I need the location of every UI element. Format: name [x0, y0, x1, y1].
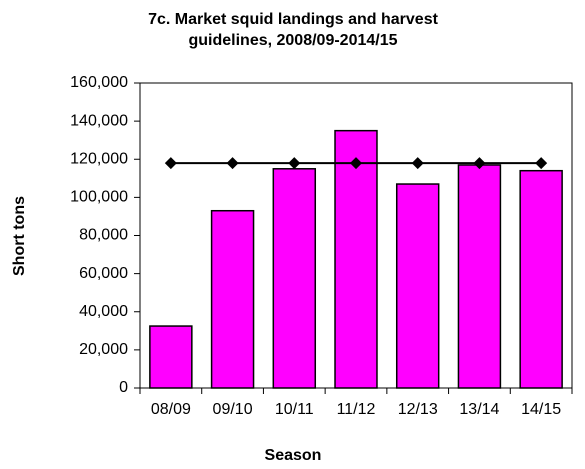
marker: [226, 157, 239, 170]
bar: [149, 325, 193, 389]
bar: [457, 164, 502, 389]
bar: [395, 183, 440, 389]
bar: [519, 169, 563, 389]
x-tick-label: 11/12: [337, 401, 376, 418]
y-tick-label: 160,000: [70, 74, 128, 91]
bar: [272, 168, 317, 389]
marker: [535, 157, 548, 170]
marker: [164, 157, 177, 170]
x-tick-label: 13/14: [459, 401, 499, 418]
y-tick-label: 0: [119, 379, 128, 396]
marker: [411, 157, 424, 170]
x-axis-label: Season: [265, 447, 322, 464]
marker: [473, 157, 486, 170]
y-tick-label: 40,000: [79, 303, 128, 320]
x-tick-label: 14/15: [521, 401, 561, 418]
y-tick-label: 80,000: [79, 227, 128, 244]
x-tick-label: 12/13: [398, 401, 438, 418]
y-tick-label: 20,000: [79, 341, 128, 358]
bar: [210, 209, 255, 389]
x-tick-label: 10/11: [275, 401, 314, 418]
y-axis-label: Short tons: [11, 196, 28, 276]
chart-title: 7c. Market squid landings and harvest: [148, 11, 439, 28]
marker: [288, 157, 301, 170]
y-tick-label: 100,000: [70, 189, 128, 206]
x-tick-label: 09/10: [213, 401, 253, 418]
bar: [334, 129, 378, 389]
y-tick-label: 60,000: [79, 265, 128, 282]
y-tick-label: 120,000: [70, 150, 128, 167]
y-tick-label: 140,000: [70, 112, 128, 129]
chart-title: guidelines, 2008/09-2014/15: [188, 32, 397, 49]
marker: [350, 157, 362, 170]
x-tick-label: 08/09: [151, 401, 191, 418]
